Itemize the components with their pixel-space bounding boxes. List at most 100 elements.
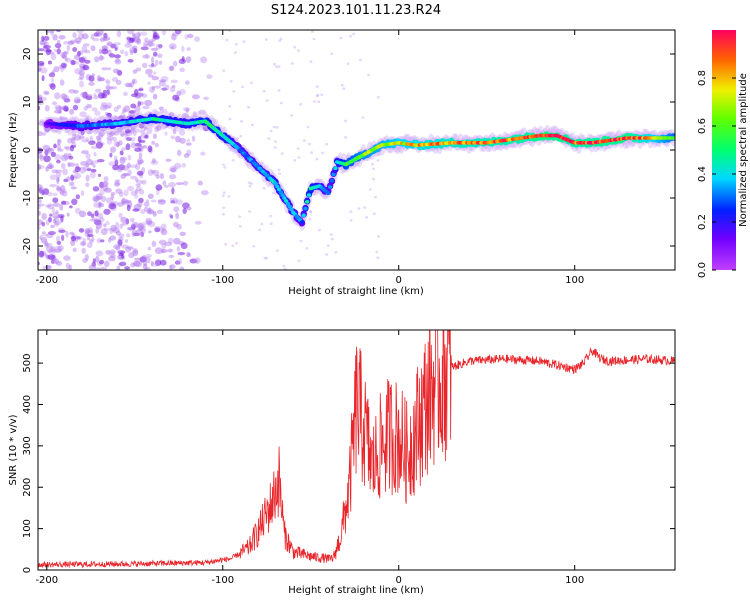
noise-blob — [168, 112, 175, 117]
noise-blob — [130, 49, 134, 56]
noise-blob — [154, 142, 159, 148]
ridge-peak — [273, 181, 278, 186]
noise-blob — [376, 256, 380, 260]
noise-blob — [61, 105, 69, 111]
noise-blob — [277, 65, 281, 68]
noise-blob — [222, 191, 226, 194]
noise-blob — [58, 229, 66, 233]
noise-blob — [312, 37, 316, 41]
noise-blob — [85, 153, 91, 159]
noise-blob — [65, 230, 69, 238]
noise-blob — [101, 181, 108, 188]
noise-blob — [71, 236, 76, 242]
noise-blob — [67, 137, 73, 144]
noise-blob — [80, 92, 85, 98]
noise-blob — [58, 105, 62, 113]
noise-blob — [169, 265, 173, 270]
y-tick-label: 400 — [22, 395, 33, 414]
noise-blob — [249, 81, 253, 84]
noise-blob — [273, 140, 277, 143]
noise-blob — [50, 224, 55, 228]
noise-blob — [145, 256, 151, 264]
noise-blob — [169, 65, 174, 72]
noise-blob — [45, 243, 53, 247]
y-tick-label: 500 — [22, 354, 33, 373]
noise-blob — [320, 93, 324, 97]
noise-blob — [183, 153, 190, 159]
noise-blob — [148, 39, 154, 44]
noise-blob — [44, 92, 49, 96]
noise-blob — [361, 116, 365, 119]
noise-blob — [158, 106, 164, 111]
noise-blob — [96, 159, 105, 163]
noise-blob — [78, 210, 87, 218]
noise-blob — [185, 80, 190, 85]
noise-blob — [170, 135, 176, 140]
noise-blob — [39, 39, 47, 46]
noise-blob — [113, 115, 119, 121]
noise-blob — [109, 251, 116, 258]
noise-blob — [239, 134, 243, 138]
noise-blob — [132, 208, 140, 212]
noise-blob — [120, 198, 129, 204]
noise-blob — [110, 224, 117, 232]
noise-blob — [151, 170, 156, 174]
noise-blob — [47, 231, 56, 235]
colorbar-tick-label: 0.8 — [697, 70, 708, 86]
snr-y-label: SNR (10 * v/v) — [8, 414, 19, 485]
noise-blob — [106, 132, 114, 137]
ridge-peak — [326, 191, 331, 195]
noise-blob — [148, 207, 152, 214]
noise-blob — [72, 247, 77, 252]
spectrogram-x-label: Height of straight line (km) — [288, 286, 424, 297]
noise-blob — [72, 104, 79, 111]
noise-blob — [132, 78, 138, 85]
noise-blob — [38, 199, 42, 204]
noise-blob — [305, 247, 309, 250]
noise-blob — [38, 248, 41, 252]
noise-blob — [315, 85, 319, 88]
noise-blob — [108, 203, 117, 210]
noise-blob — [115, 245, 121, 251]
noise-blob — [250, 182, 254, 185]
noise-blob — [367, 73, 371, 77]
noise-blob — [85, 174, 90, 182]
noise-blob — [151, 37, 156, 42]
noise-blob — [134, 260, 143, 268]
ridge-peak — [275, 184, 280, 189]
noise-blob — [121, 222, 127, 226]
noise-blob — [61, 190, 68, 197]
noise-blob — [106, 138, 113, 145]
noise-blob — [58, 64, 63, 69]
noise-blob — [126, 246, 134, 250]
noise-blob — [47, 203, 54, 210]
noise-blob — [109, 53, 115, 58]
noise-blob — [342, 87, 346, 90]
noise-blob — [334, 251, 338, 254]
noise-blob — [145, 53, 149, 59]
noise-blob — [83, 106, 88, 111]
noise-blob — [50, 51, 55, 55]
noise-blob — [104, 260, 110, 267]
noise-blob — [191, 94, 200, 100]
ridge-peak — [301, 213, 306, 218]
noise-blob — [273, 146, 277, 149]
noise-blob — [48, 165, 53, 169]
noise-blob — [73, 89, 79, 94]
noise-blob — [53, 143, 57, 149]
noise-blob — [70, 59, 76, 66]
noise-blob — [247, 181, 251, 184]
noise-blob — [169, 197, 174, 203]
noise-blob — [95, 267, 101, 270]
noise-blob — [81, 150, 89, 155]
noise-blob — [41, 233, 48, 237]
noise-blob — [159, 109, 164, 114]
noise-blob — [82, 238, 87, 243]
noise-blob — [197, 180, 203, 186]
noise-blob — [82, 92, 86, 100]
noise-blob — [82, 64, 90, 71]
noise-blob — [42, 144, 51, 151]
noise-blob — [141, 255, 148, 262]
noise-blob — [50, 30, 54, 36]
noise-blob — [74, 99, 81, 104]
